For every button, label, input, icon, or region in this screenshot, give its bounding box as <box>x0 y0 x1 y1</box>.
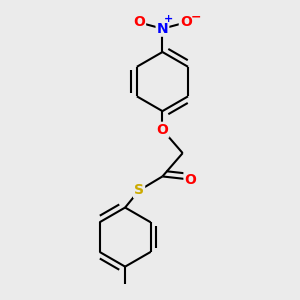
Text: N: N <box>157 22 168 36</box>
Text: O: O <box>180 16 192 29</box>
Text: O: O <box>184 172 196 187</box>
Text: S: S <box>134 183 144 197</box>
Text: +: + <box>164 14 173 24</box>
Text: O: O <box>157 123 168 137</box>
Text: O: O <box>133 16 145 29</box>
Text: −: − <box>190 11 201 23</box>
